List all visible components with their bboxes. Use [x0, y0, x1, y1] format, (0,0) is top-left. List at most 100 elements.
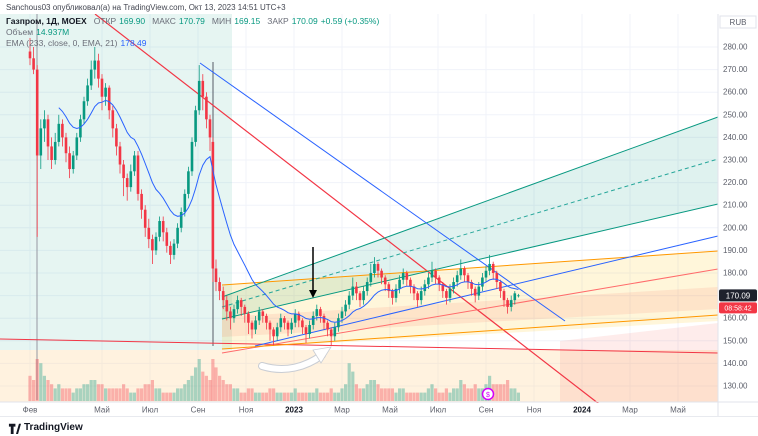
- volume-bar: [394, 392, 398, 401]
- volume-bar: [333, 392, 337, 401]
- volume-bar: [190, 375, 194, 401]
- candle-body: [104, 87, 107, 97]
- volume-bar: [214, 367, 218, 401]
- candle-body: [452, 282, 455, 289]
- candle-body: [133, 155, 136, 172]
- green-rising-channel[interactable]: [222, 117, 718, 319]
- time-axis[interactable]: [0, 403, 758, 416]
- price-tick-label: 250.00: [723, 110, 748, 119]
- volume-bar: [129, 392, 133, 401]
- volume-bar: [143, 384, 147, 401]
- candle-body: [211, 141, 215, 269]
- green-left-zone[interactable]: [0, 14, 232, 350]
- price-tick-label: 210.00: [723, 201, 748, 210]
- countdown-value: 08:58:42: [724, 305, 751, 312]
- candle-body: [118, 146, 122, 165]
- candle-body: [183, 193, 187, 212]
- shaded-zone-drawings[interactable]: [0, 14, 718, 402]
- volume-series[interactable]: [28, 359, 520, 401]
- orange-channel-bottom[interactable]: [221, 314, 719, 350]
- blue-falling-trendline[interactable]: [199, 62, 566, 322]
- volume-bar: [340, 388, 344, 401]
- candle-body: [257, 311, 261, 321]
- time-tick-label: Май: [94, 406, 110, 415]
- white-arrow-drawing[interactable]: [259, 352, 325, 372]
- volume-bar: [236, 388, 240, 401]
- volume-bar: [315, 388, 319, 401]
- magenta-marker-icon[interactable]: [481, 387, 495, 401]
- volume-bar: [304, 392, 308, 401]
- chart-canvas[interactable]: $280.00 270.00 260.00 250.00 240.00 230.00 220…: [0, 13, 758, 416]
- trendline-drawings[interactable]: [0, 13, 719, 415]
- teal-dashed-trendline[interactable]: [221, 158, 719, 308]
- volume-bar: [419, 392, 423, 401]
- volume-bar: [150, 380, 154, 401]
- teal-channel-bottom[interactable]: [221, 203, 719, 320]
- candle-body: [39, 128, 43, 156]
- candle-body: [239, 300, 243, 307]
- price-axis[interactable]: [718, 14, 758, 416]
- candle-body: [35, 69, 39, 156]
- candle-body: [301, 320, 304, 328]
- ema-line: [58, 99, 519, 323]
- tradingview-logo[interactable]: TradingView: [8, 421, 83, 434]
- volume-bar: [132, 392, 136, 401]
- volume-bar: [390, 388, 394, 401]
- volume-bar: [344, 384, 348, 401]
- yellow-bottom-zone[interactable]: [0, 350, 718, 402]
- candle-body: [272, 329, 275, 337]
- candlestick-series[interactable]: [28, 37, 520, 346]
- candle-body: [401, 273, 405, 280]
- volume-bar: [477, 388, 481, 401]
- volume-bar: [300, 392, 304, 401]
- currency-box[interactable]: [719, 15, 757, 29]
- red-rising-trendline[interactable]: [221, 268, 719, 354]
- candle-body: [75, 137, 79, 156]
- teal-channel-top[interactable]: [221, 116, 719, 298]
- candle-body: [140, 193, 143, 210]
- candle-body: [205, 96, 208, 120]
- candle-body: [373, 263, 376, 273]
- volume-bar: [176, 388, 180, 401]
- candle-body: [82, 101, 86, 120]
- volume-bar: [122, 384, 126, 401]
- volume-bar: [437, 392, 441, 401]
- candle-body: [32, 58, 35, 70]
- volume-bar: [502, 384, 506, 401]
- candle-body: [169, 245, 172, 255]
- price-tick-label: 200.00: [723, 223, 748, 232]
- last-price-badge: [719, 289, 757, 302]
- footer-bar: TradingView: [0, 416, 758, 436]
- candle-body: [430, 270, 434, 278]
- orange-channel-top[interactable]: [221, 250, 719, 286]
- candle-body: [470, 282, 473, 289]
- candle-body: [151, 239, 154, 251]
- price-tick-label: 280.00: [723, 43, 748, 52]
- blue-rising-trendline[interactable]: [254, 235, 719, 347]
- candle-body: [250, 322, 254, 330]
- volume-bar: [441, 392, 445, 401]
- candle-body: [484, 270, 488, 278]
- candle-body: [147, 227, 151, 240]
- volume-bar: [254, 392, 258, 401]
- volume-bar: [412, 392, 416, 401]
- candle-body: [261, 311, 265, 316]
- red-level-line[interactable]: [0, 338, 719, 354]
- candle-body: [68, 153, 71, 170]
- volume-bar: [452, 388, 456, 401]
- pink-bottom-right-zone[interactable]: [560, 323, 718, 402]
- candle-body: [57, 123, 61, 142]
- candle-body: [93, 60, 97, 70]
- candle-body: [122, 164, 125, 179]
- price-tick-label: 160.00: [723, 314, 748, 323]
- candle-body: [229, 311, 232, 319]
- chart-area[interactable]: $280.00 270.00 260.00 250.00 240.00 230.00 220…: [0, 13, 758, 416]
- candle-body: [290, 322, 293, 330]
- red-steep-trendline[interactable]: [94, 13, 613, 415]
- time-tick-label: Июл: [142, 406, 159, 415]
- volume-bar: [322, 392, 326, 401]
- volume-bar: [211, 359, 215, 401]
- volume-bar: [154, 388, 158, 401]
- candle-body: [412, 286, 416, 294]
- candle-body: [502, 291, 506, 301]
